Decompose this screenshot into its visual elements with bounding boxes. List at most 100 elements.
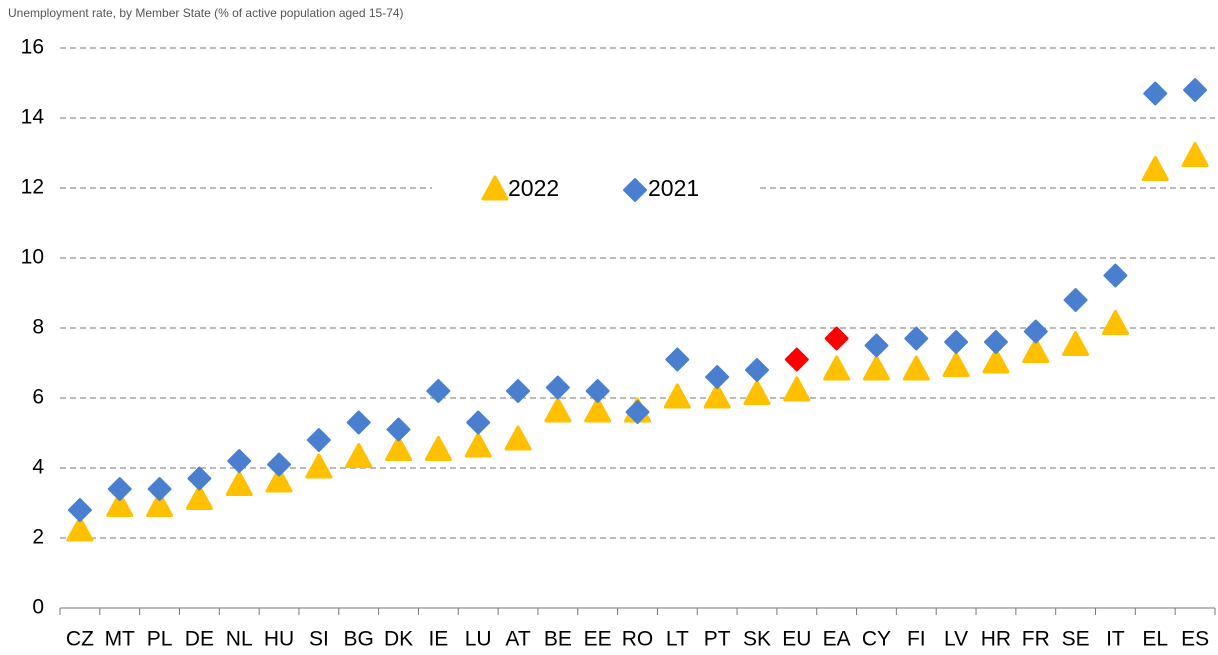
- point: [1103, 263, 1128, 288]
- point: [784, 347, 809, 372]
- point: [665, 347, 690, 372]
- point: [504, 425, 532, 451]
- x-tick-label: BE: [544, 628, 572, 651]
- x-tick-label: NL: [226, 628, 253, 651]
- x-tick-label: SI: [309, 628, 329, 651]
- x-tick-label: DK: [384, 628, 413, 651]
- point: [346, 410, 371, 435]
- point: [466, 410, 491, 435]
- point: [385, 436, 413, 461]
- x-tick-label: HU: [264, 628, 294, 651]
- x-tick-label: PT: [704, 628, 731, 651]
- point: [942, 352, 970, 377]
- point: [862, 355, 890, 381]
- y-tick-label: 0: [32, 596, 44, 619]
- y-tick-label: 10: [21, 246, 44, 269]
- point: [584, 397, 612, 423]
- x-tick-label: EL: [1142, 628, 1168, 651]
- point: [67, 498, 92, 522]
- x-tick-label: IT: [1106, 628, 1125, 651]
- point: [824, 326, 849, 351]
- point: [386, 417, 411, 442]
- point: [464, 432, 492, 458]
- point: [864, 333, 889, 358]
- point: [1062, 331, 1090, 356]
- point: [544, 397, 572, 423]
- chart-subtitle: Unemployment rate, by Member State (% of…: [8, 6, 404, 20]
- x-tick-label: CY: [862, 628, 891, 651]
- point: [1101, 310, 1129, 335]
- point: [306, 428, 331, 452]
- y-tick-label: 16: [21, 36, 44, 59]
- point: [743, 380, 771, 405]
- point: [1181, 142, 1209, 167]
- point: [1023, 319, 1048, 344]
- y-tick-label: 6: [32, 386, 44, 409]
- y-tick-label: 8: [32, 316, 44, 339]
- point: [426, 379, 451, 403]
- point: [267, 452, 292, 477]
- point: [705, 365, 730, 389]
- point: [902, 355, 930, 381]
- x-tick-label: CZ: [66, 628, 94, 651]
- point: [1063, 288, 1088, 312]
- y-tick-label: 14: [21, 106, 45, 129]
- point: [1183, 78, 1208, 102]
- x-tick-label: FI: [907, 628, 926, 651]
- point: [663, 383, 691, 409]
- point: [1022, 338, 1050, 363]
- x-tick-label: DE: [185, 628, 214, 651]
- x-tick-label: BG: [344, 628, 374, 651]
- x-tick-label: ES: [1181, 628, 1209, 651]
- point: [1143, 81, 1168, 106]
- point: [783, 376, 811, 402]
- point: [625, 400, 650, 424]
- y-tick-label: 4: [32, 456, 44, 479]
- x-tick-label: LV: [944, 628, 968, 651]
- point: [345, 443, 373, 468]
- x-tick-label: LT: [666, 628, 689, 651]
- point: [424, 436, 452, 461]
- point: [823, 355, 851, 381]
- x-tick-label: PL: [147, 628, 173, 651]
- y-tick-label: 2: [32, 526, 44, 549]
- legend-marker: [481, 175, 509, 201]
- point: [1141, 156, 1169, 181]
- point: [147, 477, 172, 501]
- x-tick-label: EU: [782, 628, 811, 651]
- point: [305, 453, 333, 479]
- x-tick-label: HR: [981, 628, 1011, 651]
- point: [904, 326, 929, 351]
- point: [265, 467, 293, 493]
- point: [703, 383, 731, 409]
- point: [744, 358, 769, 382]
- y-tick-label: 12: [21, 176, 44, 199]
- point: [106, 492, 134, 517]
- point: [983, 330, 1008, 354]
- point: [225, 471, 253, 496]
- x-tick-label: RO: [622, 628, 654, 651]
- legend-box: [432, 170, 758, 208]
- point: [585, 379, 610, 403]
- point: [982, 348, 1010, 374]
- legend-label: 2022: [508, 175, 559, 201]
- x-tick-label: SK: [743, 628, 771, 651]
- x-tick-label: EE: [584, 628, 612, 651]
- point: [66, 516, 94, 542]
- point: [107, 477, 132, 501]
- point: [944, 330, 969, 354]
- x-tick-label: MT: [105, 628, 135, 651]
- x-tick-label: EA: [823, 628, 851, 651]
- point: [185, 485, 213, 510]
- point: [187, 466, 212, 491]
- x-tick-label: LU: [465, 628, 492, 651]
- legend-marker: [623, 178, 647, 202]
- x-tick-label: SE: [1062, 628, 1090, 651]
- point: [506, 379, 531, 403]
- x-tick-label: AT: [505, 628, 530, 651]
- point: [227, 449, 252, 473]
- legend-label: 2021: [648, 175, 699, 201]
- x-tick-label: FR: [1022, 628, 1050, 651]
- point: [545, 375, 570, 400]
